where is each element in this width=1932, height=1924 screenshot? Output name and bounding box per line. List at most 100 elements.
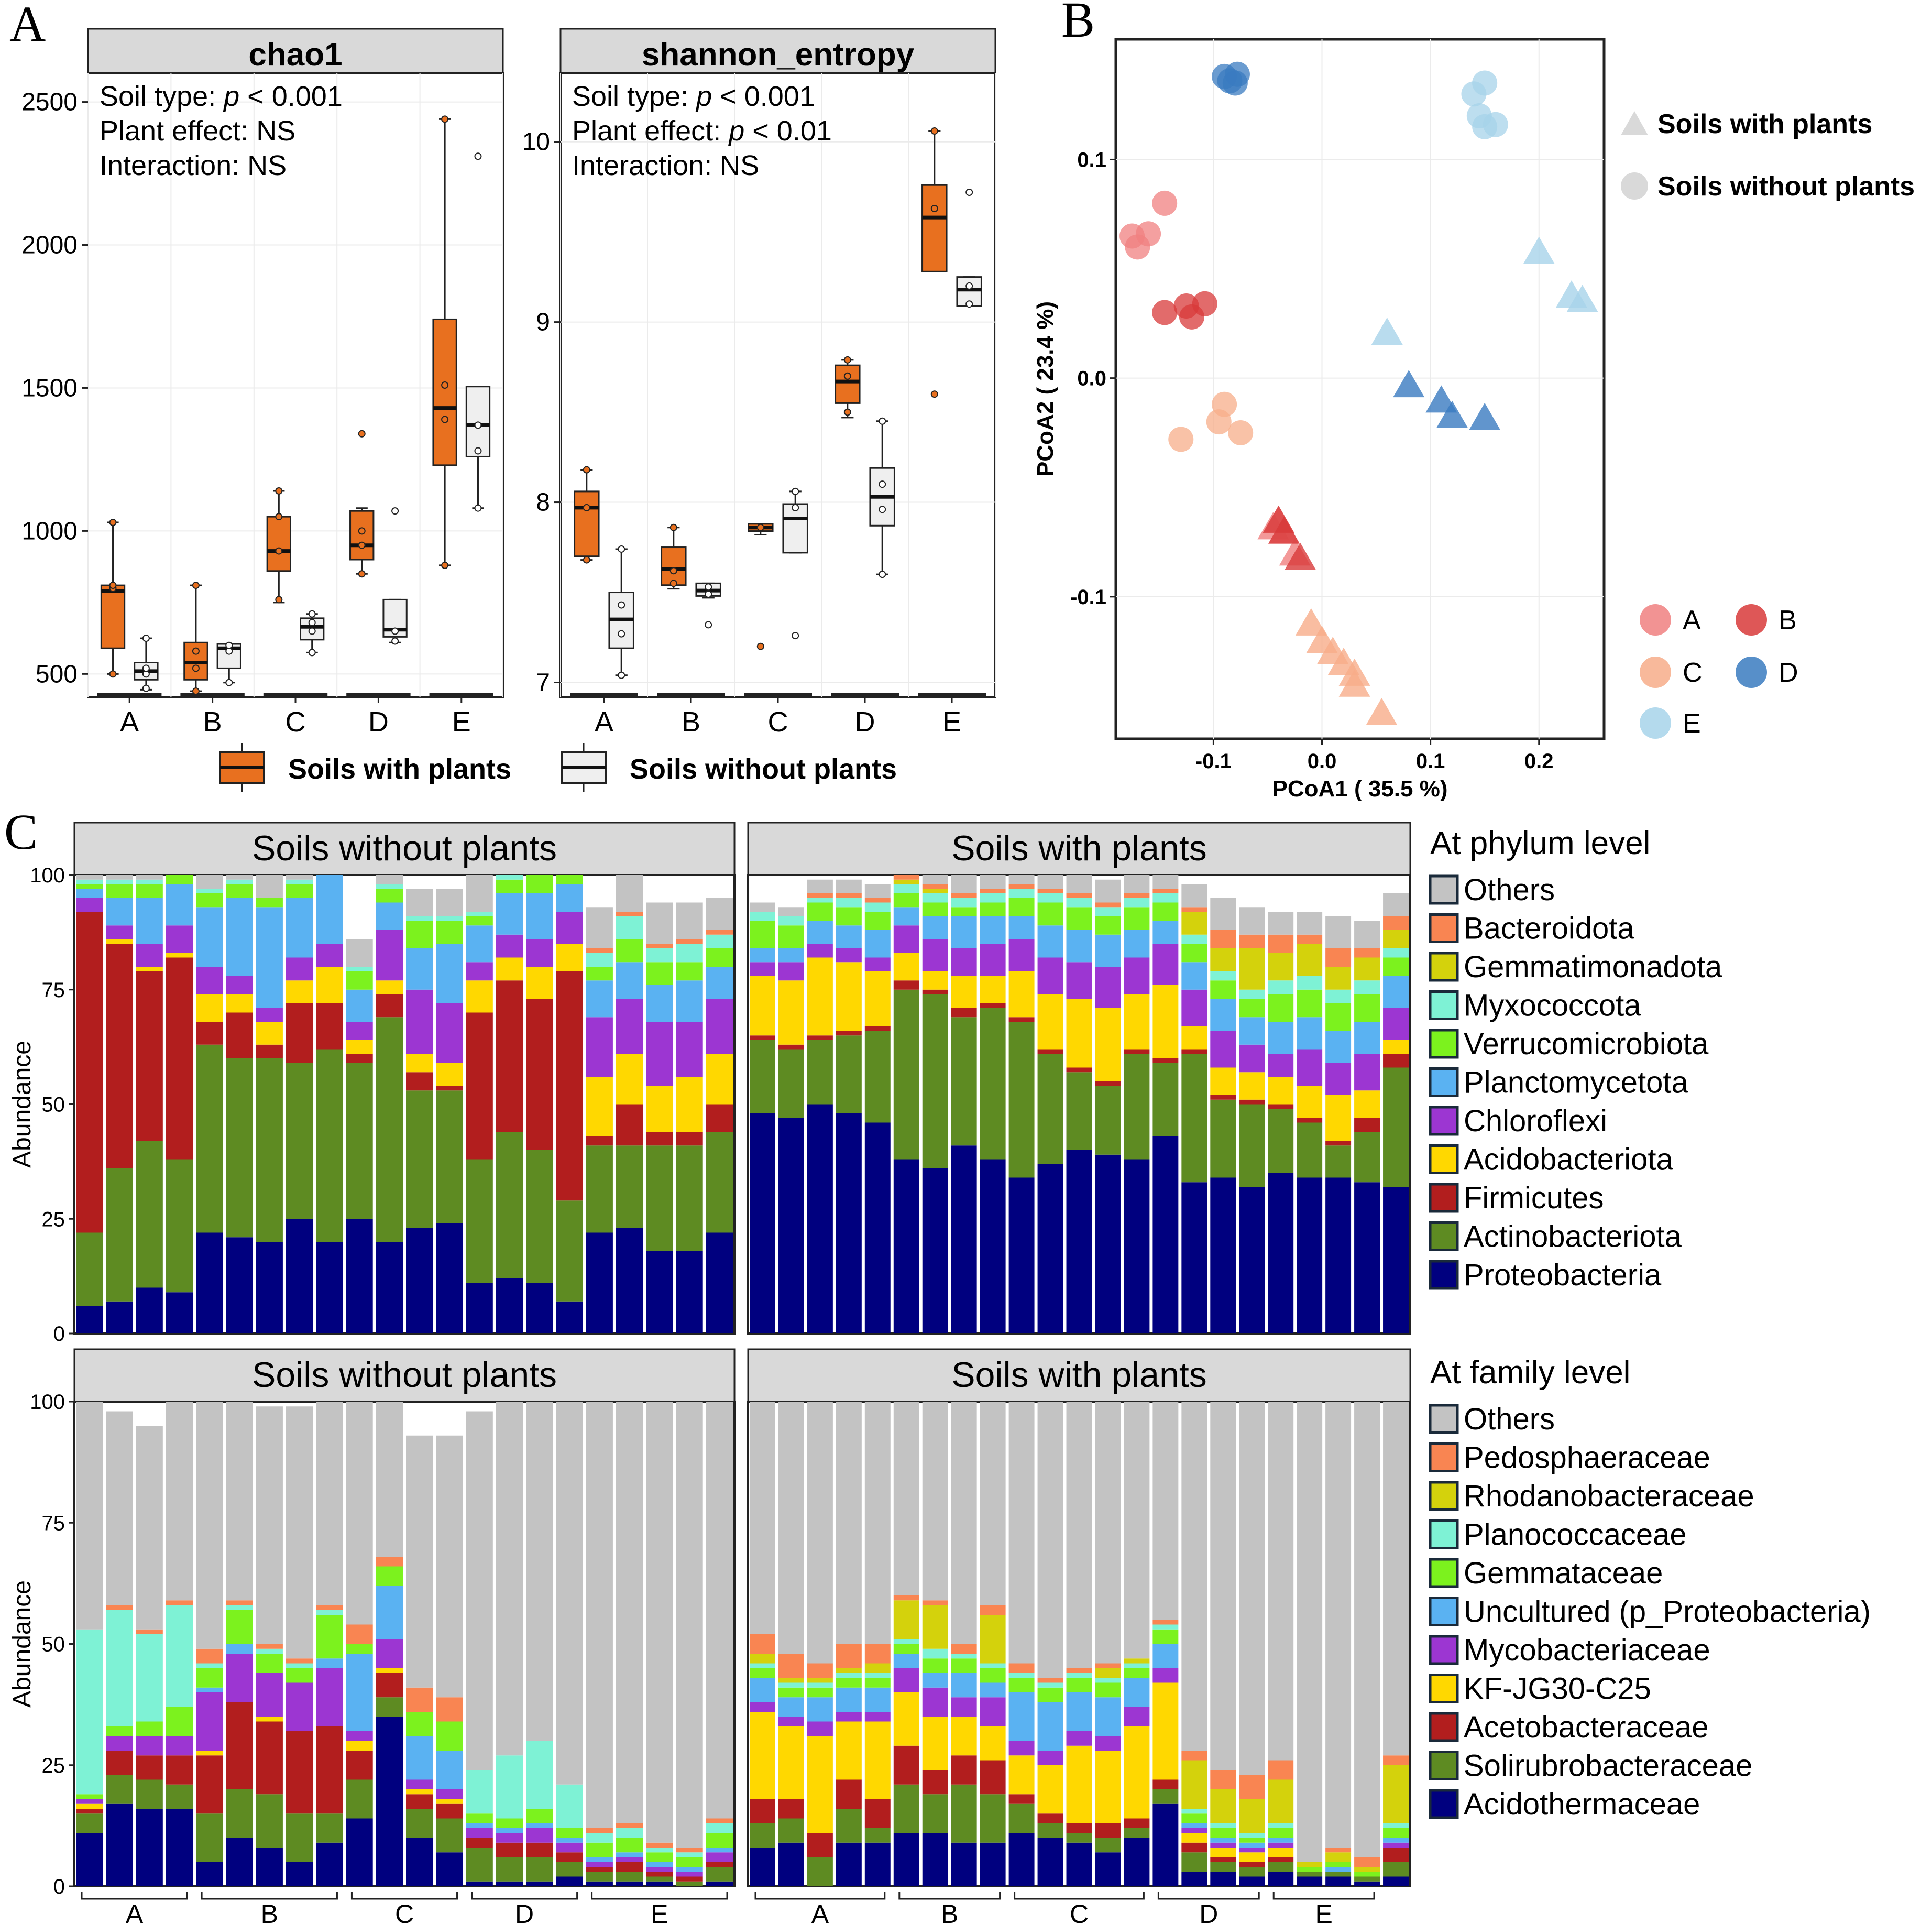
data-point bbox=[142, 684, 150, 692]
bar-segment bbox=[556, 1828, 583, 1838]
bar-segment bbox=[286, 1406, 313, 1659]
bar-segment bbox=[1037, 1678, 1063, 1683]
bar-segment bbox=[376, 1697, 403, 1717]
bar-segment bbox=[466, 1813, 493, 1823]
bar-segment bbox=[466, 875, 493, 912]
bar-segment bbox=[807, 1833, 833, 1857]
bar-segment bbox=[106, 925, 133, 939]
bar-segment bbox=[556, 1402, 583, 1785]
legend-group-key bbox=[1640, 657, 1671, 688]
data-point bbox=[879, 417, 886, 425]
legend-key bbox=[1429, 1558, 1459, 1588]
point-without-plants bbox=[1152, 300, 1178, 325]
bar-segment bbox=[1354, 1872, 1380, 1877]
bar-segment bbox=[893, 953, 919, 981]
bar-segment bbox=[1095, 1823, 1121, 1838]
bar-segment bbox=[864, 957, 891, 971]
bar-segment bbox=[346, 1654, 373, 1731]
bar-segment bbox=[106, 1775, 133, 1804]
x-tick-label: C bbox=[286, 706, 306, 738]
point-with-plants bbox=[1285, 542, 1316, 570]
data-point bbox=[583, 556, 590, 564]
bar-segment bbox=[406, 921, 433, 948]
bar-segment bbox=[1037, 1687, 1063, 1702]
bar-segment bbox=[1239, 1848, 1265, 1853]
legend-label: Soils without plants bbox=[1657, 171, 1915, 202]
legend-group-label: B bbox=[1779, 605, 1797, 636]
bar-segment bbox=[750, 1663, 775, 1668]
bar-segment bbox=[1210, 999, 1236, 1031]
bar-segment bbox=[706, 948, 733, 967]
bar-segment bbox=[750, 976, 775, 1036]
bar-segment bbox=[1354, 1132, 1380, 1183]
bar-segment bbox=[376, 1566, 403, 1586]
bar-segment bbox=[136, 884, 163, 898]
bar-segment bbox=[778, 1799, 804, 1819]
bar-segment bbox=[76, 879, 103, 884]
bar-segment bbox=[346, 967, 373, 971]
panel-label-a: A bbox=[9, 0, 46, 52]
bar-segment bbox=[226, 1610, 253, 1644]
bar-segment bbox=[807, 1857, 833, 1886]
bar-segment bbox=[807, 1697, 833, 1722]
bar-segment bbox=[922, 1770, 948, 1795]
point-with-plants bbox=[1436, 400, 1468, 428]
point-without-plants bbox=[1136, 221, 1161, 247]
bar-segment bbox=[136, 1629, 163, 1634]
bar-segment bbox=[1354, 1881, 1380, 1886]
bar-segment bbox=[1095, 879, 1121, 903]
bar-segment bbox=[1066, 1745, 1092, 1823]
bar-segment bbox=[778, 1687, 804, 1698]
y-tick-label: 0.1 bbox=[1077, 148, 1106, 171]
bar-segment bbox=[1181, 1049, 1208, 1054]
bar-segment bbox=[466, 1770, 493, 1814]
bar-segment bbox=[1152, 921, 1179, 944]
bar-segment bbox=[226, 1702, 253, 1789]
legend-key bbox=[1429, 1635, 1459, 1665]
y-tick-label: 75 bbox=[42, 1512, 65, 1535]
bar-segment bbox=[1325, 1872, 1352, 1877]
bar-segment bbox=[406, 1228, 433, 1333]
bar-segment bbox=[893, 1692, 919, 1746]
bar-segment bbox=[586, 1842, 613, 1857]
bar-segment bbox=[196, 967, 223, 994]
bar-segment bbox=[106, 944, 133, 1168]
bar-segment bbox=[346, 1731, 373, 1741]
bar-segment bbox=[376, 1586, 403, 1639]
data-point bbox=[965, 188, 973, 196]
bar-segment bbox=[316, 1813, 343, 1843]
bar-segment bbox=[706, 1132, 733, 1233]
bar-segment bbox=[1095, 1852, 1121, 1886]
bar-segment bbox=[807, 1687, 833, 1698]
bar-segment bbox=[436, 921, 463, 944]
bar-segment bbox=[1181, 1813, 1208, 1823]
bar-segment bbox=[286, 1862, 313, 1886]
point-with-plants bbox=[1425, 385, 1457, 413]
bar-segment bbox=[676, 944, 703, 963]
bar-segment bbox=[1325, 989, 1352, 1003]
bar-segment bbox=[136, 1287, 163, 1333]
bar-segment bbox=[1066, 1842, 1092, 1886]
bar-segment bbox=[864, 1673, 891, 1678]
bar-segment bbox=[136, 1634, 163, 1722]
bar-segment bbox=[166, 1605, 193, 1707]
bar-segment bbox=[750, 1040, 775, 1113]
bar-segment bbox=[676, 1848, 703, 1853]
bar-segment bbox=[646, 1852, 673, 1862]
bar-segment bbox=[836, 1712, 862, 1722]
bar-segment bbox=[893, 907, 919, 926]
bar-segment bbox=[951, 1654, 977, 1659]
data-point bbox=[192, 664, 200, 672]
bar-segment bbox=[750, 902, 775, 912]
bar-segment bbox=[1152, 902, 1179, 921]
bar-segment bbox=[1239, 989, 1265, 999]
data-point bbox=[391, 507, 399, 515]
bar-segment bbox=[1268, 980, 1294, 994]
bar-segment bbox=[951, 1145, 977, 1333]
bar-segment bbox=[1268, 1842, 1294, 1848]
bar-segment bbox=[1008, 884, 1035, 889]
bar-segment bbox=[893, 1595, 919, 1601]
bar-segment bbox=[1008, 1678, 1035, 1692]
bar-segment bbox=[106, 884, 133, 898]
bar-segment bbox=[196, 994, 223, 1022]
